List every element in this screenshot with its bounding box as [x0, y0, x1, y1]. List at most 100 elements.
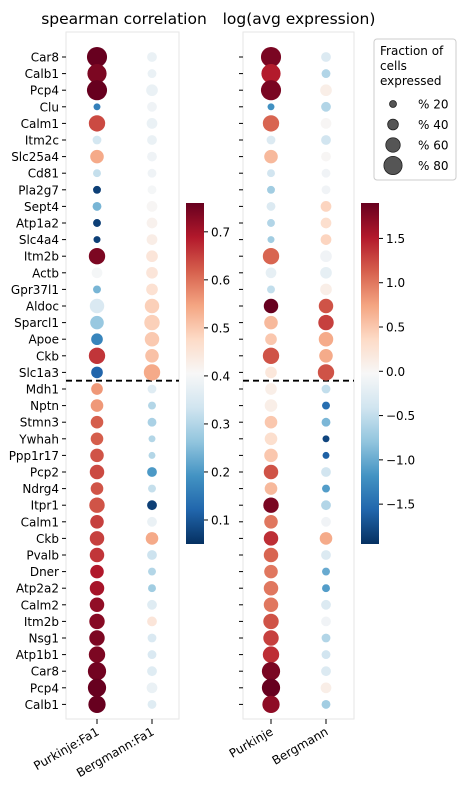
dot-spearman-bergmann: [146, 118, 158, 129]
dot-spearman-bergmann: [147, 101, 157, 112]
panel1-dots: [86, 46, 161, 714]
dot-spearman-purkinje: [87, 678, 107, 697]
dot-spearman-purkinje: [93, 236, 101, 244]
dot-spearman-bergmann: [147, 650, 157, 660]
legend-label: % 80: [418, 159, 449, 173]
dot-spearman-bergmann: [145, 532, 159, 545]
dot-spearman-purkinje: [89, 531, 105, 546]
gene-label: Slc1a3: [19, 366, 59, 380]
dot-spearman-bergmann: [147, 516, 157, 527]
gene-label: Pvalb: [26, 549, 59, 563]
dot-spearman-bergmann: [148, 567, 156, 576]
dot-expression-purkinje: [267, 169, 275, 178]
dot-spearman-purkinje: [90, 515, 104, 529]
dot-expression-bergmann: [321, 500, 331, 511]
dot-expression-purkinje: [265, 366, 277, 379]
dot-expression-bergmann: [321, 69, 331, 79]
gene-label: Ndrg4: [22, 482, 59, 496]
dot-expression-bergmann: [321, 650, 331, 660]
dot-expression-purkinje: [266, 201, 276, 211]
dot-expression-purkinje: [264, 482, 278, 495]
dot-expression-bergmann: [320, 234, 332, 245]
legend-marker: [383, 155, 403, 176]
dot-spearman-purkinje: [87, 662, 107, 681]
dot-spearman-purkinje: [93, 169, 101, 178]
dot-expression-bergmann: [321, 185, 331, 195]
dot-spearman-bergmann: [145, 349, 159, 363]
dot-spearman-purkinje: [88, 695, 106, 714]
dot-spearman-bergmann: [147, 666, 157, 677]
dot-expression-purkinje: [264, 564, 278, 579]
dot-expression-bergmann: [318, 298, 334, 314]
gene-label: Itpr1: [31, 499, 59, 513]
gene-label: Car8: [31, 665, 59, 679]
colorbar-tick-label: 0.5: [211, 321, 230, 335]
gene-label: Atp1b1: [16, 648, 59, 662]
colorbar-tick-label: 1.5: [386, 232, 405, 246]
dot-spearman-purkinje: [87, 64, 107, 84]
panel2-row-ticks: [239, 56, 243, 705]
dot-spearman-purkinje: [90, 399, 104, 412]
dot-expression-bergmann: [321, 168, 331, 178]
dot-expression-bergmann: [322, 567, 330, 576]
dot-spearman-bergmann: [148, 484, 156, 493]
dot-expression-bergmann: [322, 401, 330, 410]
dot-expression-purkinje: [265, 383, 277, 395]
dot-spearman-bergmann: [147, 69, 157, 79]
legend-label: % 40: [418, 118, 449, 132]
colorbar-tick-label: 0.2: [211, 465, 230, 479]
dot-expression-bergmann: [320, 682, 332, 694]
gene-label: Dner: [30, 565, 59, 579]
legend-label: % 20: [418, 98, 449, 112]
gene-label: Stmn3: [20, 416, 59, 430]
colorbar-tick-label: −1.0: [386, 453, 415, 467]
dot-expression-purkinje: [261, 678, 281, 697]
gene-label: Itm2b: [24, 615, 59, 629]
gene-label: Sept4: [24, 200, 59, 214]
dot-spearman-purkinje: [93, 185, 101, 194]
dot-spearman-purkinje: [88, 248, 106, 265]
dot-expression-purkinje: [266, 135, 276, 145]
dot-expression-bergmann: [321, 699, 331, 709]
dot-expression-bergmann: [322, 484, 330, 493]
dot-expression-bergmann: [321, 616, 331, 627]
dot-expression-bergmann: [320, 201, 332, 212]
dot-spearman-bergmann: [147, 384, 157, 394]
dot-spearman-purkinje: [90, 315, 104, 330]
dot-expression-purkinje: [262, 248, 280, 265]
dot-expression-purkinje: [260, 46, 282, 68]
dot-expression-bergmann: [321, 52, 331, 62]
dot-spearman-purkinje: [86, 46, 108, 68]
dot-expression-bergmann: [320, 250, 332, 263]
dot-expression-purkinje: [263, 298, 279, 314]
gene-label: Actb: [32, 266, 59, 280]
dot-spearman-purkinje: [90, 415, 104, 429]
gene-label: Atp1a2: [16, 217, 59, 231]
dot-expression-bergmann: [321, 599, 331, 610]
dot-expression-bergmann: [321, 101, 331, 112]
dot-expression-bergmann: [322, 451, 330, 459]
x-tick-label: Bergmann: [270, 724, 331, 767]
gene-label: Mdh1: [26, 383, 59, 397]
colorbar-tick-label: 0.5: [386, 321, 405, 335]
dot-expression-purkinje: [263, 464, 279, 480]
dot-expression-bergmann: [319, 349, 333, 363]
dot-expression-bergmann: [321, 666, 331, 677]
gene-label: Slc25a4: [11, 150, 59, 164]
dot-expression-bergmann: [320, 283, 332, 296]
dot-spearman-purkinje: [90, 432, 104, 446]
dot-spearman-bergmann: [147, 616, 157, 627]
dot-spearman-purkinje: [93, 219, 101, 227]
dot-expression-purkinje: [267, 103, 275, 111]
dot-spearman-purkinje: [91, 333, 103, 346]
legend-title-line: expressed: [380, 74, 441, 88]
dot-spearman-bergmann: [144, 298, 160, 314]
colorbar-expression: 1.5 1.0 0.5 0.0 −0.5 −1.0 −1.5: [361, 203, 415, 544]
gene-label: Itm2b: [24, 250, 59, 264]
dot-spearman-bergmann: [146, 217, 158, 229]
dot-spearman-bergmann: [147, 151, 157, 162]
dot-expression-bergmann: [322, 584, 330, 593]
gene-label: Ckb: [36, 532, 59, 546]
dot-expression-purkinje: [263, 613, 279, 630]
